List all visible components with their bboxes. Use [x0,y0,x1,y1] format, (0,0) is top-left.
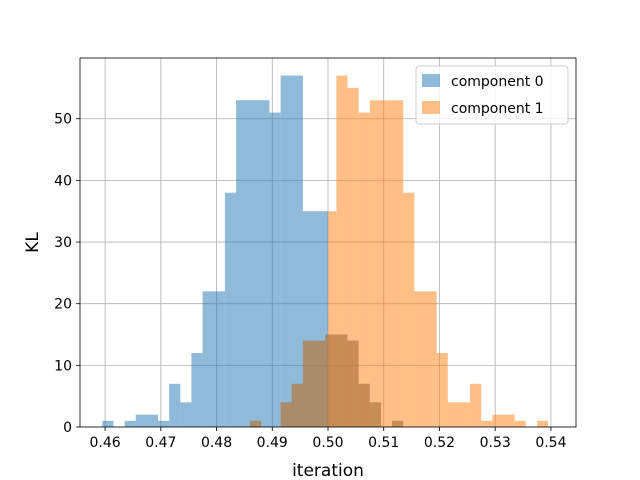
histogram-bar-series-1 [436,353,448,427]
y-axis-label: KL [23,232,43,253]
histogram-bar-series-0 [180,402,192,427]
bars-layer [102,75,549,428]
histogram-bar-series-1 [492,414,515,427]
x-tick-label: 0.54 [535,435,566,451]
x-tick-label: 0.50 [312,435,343,451]
x-tick-label: 0.48 [201,435,232,451]
histogram-bar-series-0 [158,420,170,427]
x-tick-label: 0.47 [145,435,176,451]
histogram-bar-series-0 [135,414,159,427]
histogram-bar-series-1 [414,291,437,427]
histogram-bar-series-1 [514,420,526,427]
histogram-bar-series-0 [302,211,315,427]
x-tick-label: 0.52 [424,435,455,451]
histogram-bar-series-1 [447,402,459,427]
histogram-bar-series-3 [325,334,337,427]
histogram-bar-series-0 [191,353,203,427]
histogram-bar-series-0 [124,420,136,427]
histogram-bar-series-0 [236,100,270,427]
y-tick-label: 0 [63,420,72,436]
histogram-bar-series-1 [347,87,359,427]
histogram-bar-series-3 [369,402,381,427]
y-tick-label: 40 [54,173,72,189]
histogram-bar-series-3 [314,340,326,427]
histogram-bar-series-0 [280,75,303,428]
y-tick-label: 10 [54,358,72,374]
x-tick-label: 0.53 [480,435,511,451]
legend: component 0 component 1 [415,65,569,125]
histogram-bar-series-3 [336,334,348,427]
y-tick-label: 30 [54,235,72,251]
histogram-bar-series-3 [392,420,404,427]
histogram-bar-series-3 [302,340,315,427]
legend-label: component 0 [451,74,544,90]
x-tick-label: 0.46 [89,435,120,451]
histogram-bar-series-1 [369,100,404,427]
legend-swatch [422,101,440,114]
legend-swatch [422,74,440,87]
histogram-bar-series-0 [169,383,181,427]
y-tick-label: 20 [54,297,72,313]
x-axis-label: iteration [292,461,364,480]
legend-box [415,65,569,125]
histogram-bar-series-0 [269,112,281,428]
histogram-bar-series-1 [458,402,471,427]
histogram-bar-series-3 [291,383,303,427]
histogram-bar-series-3 [249,420,262,427]
histogram-bar-series-1 [358,112,370,428]
histogram-bar-series-1 [403,192,415,427]
x-tick-label: 0.49 [257,435,288,451]
histogram-bar-series-1 [470,383,482,427]
histogram-bar-series-0 [102,420,114,427]
histogram-bar-series-3 [347,340,359,427]
histogram-bar-series-0 [202,291,225,427]
histogram-bar-series-0 [224,192,237,427]
histogram-bar-series-1 [336,75,348,428]
x-tick-label: 0.51 [368,435,399,451]
histogram-bar-series-3 [280,402,292,427]
ticks-layer: 0.46 0.47 0.48 0.49 0.50 0.51 0.52 0.53 0.54 0 10 2… [54,112,566,451]
histogram-bar-series-1 [536,420,549,427]
y-tick-label: 50 [54,112,72,128]
histogram-bar-series-3 [358,383,370,427]
legend-label: component 1 [451,101,544,117]
histogram-bar-series-1 [328,211,337,427]
histogram-bar-series-1 [481,420,493,427]
